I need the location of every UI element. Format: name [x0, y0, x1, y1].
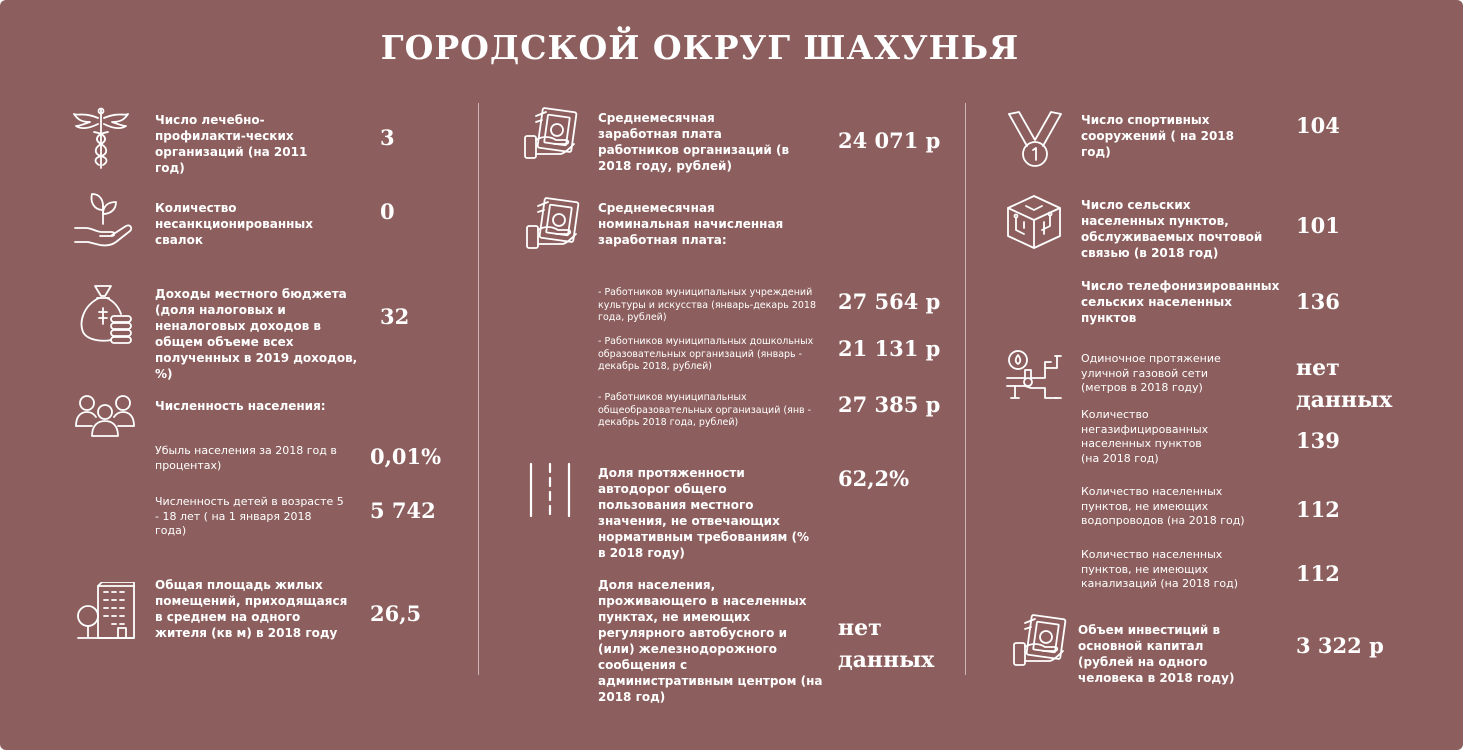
column-divider: [965, 103, 966, 675]
general-edu-salary-value: 27 385 р: [838, 392, 941, 417]
population-label: Численность населения:: [155, 399, 326, 413]
avg-salary-value: 24 071 р: [838, 128, 941, 153]
avg-salary-label: Среднемесячная заработная плата работник…: [598, 111, 790, 173]
population-decline-value: 0,01%: [370, 444, 442, 469]
roads-value: 62,2%: [838, 466, 910, 491]
no-gas-villages-label: Количество негазифицированных населенных…: [1081, 408, 1209, 465]
housing-area-value: 26,5: [370, 601, 422, 626]
circuit-box-icon: [1006, 194, 1062, 250]
no-water-villages-label: Количество населенных пунктов, не имеющи…: [1081, 485, 1245, 527]
preschool-salary-value: 21 131 р: [838, 336, 941, 361]
phone-villages-label: Число телефонизированных сельских населе…: [1081, 279, 1280, 325]
money-bag-coins-icon: [75, 282, 135, 344]
investment-label: Объем инвестиций в основной капитал (руб…: [1078, 623, 1235, 685]
gas-network-value: нет данных: [1296, 355, 1393, 413]
investment-value: 3 322 р: [1296, 633, 1384, 658]
medal-icon: [1005, 110, 1065, 168]
roads-label: Доля протяженности автодорог общего поль…: [598, 466, 810, 560]
building-tree-icon: [76, 582, 136, 640]
money-hand-icon: [524, 196, 580, 252]
dumps-value: 0: [380, 199, 395, 224]
no-sewer-villages-value: 112: [1296, 561, 1340, 586]
culture-salary-label: - Работников муниципальных учреждений ку…: [598, 287, 817, 323]
page-title: ГОРОДСКОЙ ОКРУГ ШАХУНЬЯ: [380, 28, 1020, 67]
caduceus-icon: [72, 106, 130, 170]
road-icon: [527, 462, 573, 518]
postal-service-value: 101: [1296, 213, 1340, 238]
gas-network-label: Одиночное протяжение уличной газовой сет…: [1081, 352, 1221, 394]
general-edu-salary-label: - Работников муниципальных общеобразоват…: [598, 392, 812, 428]
no-gas-villages-value: 139: [1296, 428, 1340, 453]
budget-value: 32: [380, 304, 410, 329]
no-water-villages-value: 112: [1296, 497, 1340, 522]
dumps-label: Количество несанкционированных свалок: [155, 201, 314, 247]
population-decline-label: Убыль населения за 2018 год в процентах): [155, 444, 337, 472]
housing-area-label: Общая площадь жилых помещений, приходяща…: [155, 578, 348, 640]
no-sewer-villages-label: Количество населенных пунктов, не имеющи…: [1081, 548, 1238, 590]
transport-value: нет данных: [838, 615, 935, 673]
children-count-label: Численность детей в возрасте 5 - 18 лет …: [155, 495, 344, 537]
children-count-value: 5 742: [370, 498, 436, 523]
sports-facilities-label: Число спортивных сооружений ( на 2018 го…: [1081, 113, 1235, 159]
column-divider: [478, 103, 479, 675]
gas-pipe-icon: [1005, 348, 1065, 404]
money-hand-icon: [522, 106, 578, 162]
phone-villages-value: 136: [1296, 289, 1340, 314]
transport-label: Доля населения, проживающего в населенны…: [598, 578, 823, 704]
money-hand-icon: [1011, 613, 1067, 669]
postal-service-label: Число сельских населенных пунктов, обслу…: [1081, 198, 1263, 260]
plant-in-hand-icon: [72, 188, 134, 248]
sports-facilities-value: 104: [1296, 113, 1340, 138]
medical-orgs-label: Число лечебно-профилакти-ческих организа…: [155, 113, 308, 175]
preschool-salary-label: - Работников муниципальных дошкольных об…: [598, 336, 814, 372]
people-group-icon: [72, 392, 138, 438]
culture-salary-value: 27 564 р: [838, 289, 941, 314]
budget-label: Доходы местного бюджета (доля налоговых …: [155, 287, 358, 381]
medical-orgs-value: 3: [380, 125, 395, 150]
nominal-salary-label: Среднемесячная номинальная начисленная з…: [598, 201, 784, 247]
